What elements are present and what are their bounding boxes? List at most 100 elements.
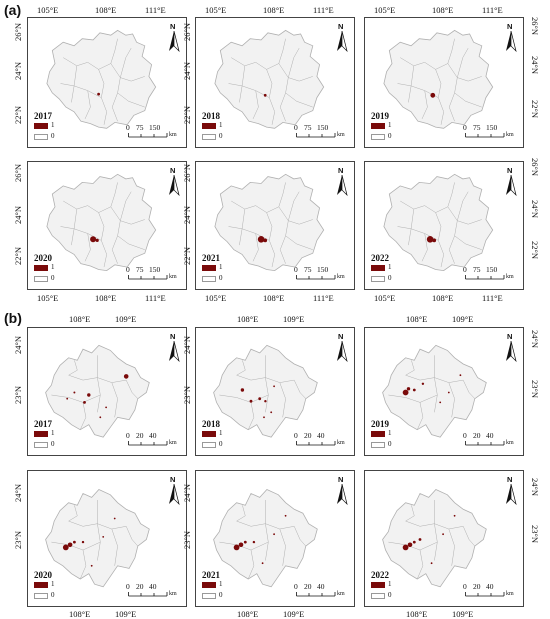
map-canvas bbox=[383, 29, 494, 129]
latitude-label: 22°N bbox=[13, 105, 23, 124]
legend-swatch-1 bbox=[202, 265, 216, 271]
scale-bar bbox=[128, 592, 168, 597]
year-label: 2019 bbox=[371, 111, 389, 121]
class-1-patch bbox=[113, 517, 116, 520]
district-boundary bbox=[448, 528, 455, 566]
district-boundary bbox=[125, 379, 138, 399]
scale-tick-label: 20 bbox=[136, 582, 144, 591]
north-arrow-icon: N bbox=[503, 332, 519, 363]
scale-tick-label: 150 bbox=[317, 123, 329, 132]
longitude-label-bottom: 108°E bbox=[69, 609, 91, 619]
longitude-label-top: 108°E bbox=[69, 314, 91, 324]
district-boundary bbox=[408, 65, 415, 103]
district-boundary bbox=[405, 505, 415, 522]
map-panel-b-2022: N 1 0 2022 0 20 40 km bbox=[364, 470, 524, 607]
year-label: 2019 bbox=[371, 419, 389, 429]
longitude-label-top: 109°E bbox=[115, 314, 137, 324]
legend-label-0: 0 bbox=[219, 274, 223, 282]
map-panel-a-2022: N 1 0 2022 0 75 150 km bbox=[364, 161, 524, 290]
north-arrow-icon: N bbox=[334, 475, 350, 506]
scale-tick-label: 0 bbox=[294, 123, 298, 132]
district-boundary bbox=[228, 83, 270, 98]
latitude-label: 24°N bbox=[182, 205, 192, 224]
class-1-patch bbox=[412, 540, 416, 544]
district-boundary bbox=[457, 47, 469, 78]
district-boundary bbox=[84, 233, 91, 262]
legend-swatch-1 bbox=[34, 431, 48, 437]
class-1-patch bbox=[73, 391, 76, 394]
class-1-patch bbox=[252, 540, 256, 544]
longitude-label-bottom: 108°E bbox=[432, 293, 454, 303]
longitude-label-top: 105°E bbox=[374, 5, 396, 15]
district-boundary bbox=[265, 355, 269, 413]
district-boundary bbox=[236, 360, 246, 376]
year-label: 2017 bbox=[34, 111, 52, 121]
district-boundary bbox=[120, 47, 132, 78]
map-panel-a-2017: N 1 0 2017 0 75 150 km bbox=[27, 17, 187, 148]
district-boundary bbox=[454, 220, 482, 250]
class-1-patch bbox=[249, 399, 253, 403]
latitude-label: 24°N bbox=[530, 330, 540, 349]
legend-label-0: 0 bbox=[388, 440, 392, 448]
class-1-patch bbox=[258, 397, 262, 401]
map-canvas bbox=[46, 29, 157, 129]
district-boundary bbox=[79, 549, 87, 580]
class-1-patch bbox=[243, 540, 247, 544]
scale-tick-label: 0 bbox=[463, 123, 467, 132]
class-1-patch bbox=[105, 406, 107, 409]
district-boundary bbox=[416, 549, 424, 580]
latitude-label: 22°N bbox=[530, 100, 540, 119]
region-outline bbox=[382, 344, 487, 438]
district-boundary bbox=[278, 63, 313, 82]
district-boundary bbox=[247, 549, 255, 580]
class-1-patch bbox=[447, 391, 450, 394]
class-1-patch bbox=[66, 397, 69, 400]
district-boundary bbox=[285, 220, 313, 250]
district-boundary bbox=[111, 92, 118, 122]
class-1-patch bbox=[406, 387, 411, 391]
north-arrow-icon: N bbox=[503, 166, 519, 197]
north-arrow-icon: N bbox=[166, 22, 182, 53]
district-boundary bbox=[278, 206, 313, 225]
longitude-label-bottom: 111°E bbox=[145, 293, 166, 303]
scale-tick-label: 150 bbox=[149, 265, 161, 274]
class-1-patch bbox=[273, 533, 275, 536]
district-boundary bbox=[60, 83, 102, 98]
region-outline bbox=[46, 29, 157, 129]
class-1-patch bbox=[90, 236, 97, 243]
scale-bar bbox=[128, 133, 168, 138]
scale-bar bbox=[296, 592, 336, 597]
north-label: N bbox=[170, 166, 176, 175]
district-boundary bbox=[110, 38, 118, 64]
region-outline bbox=[214, 29, 325, 129]
district-boundary bbox=[448, 382, 455, 418]
north-label: N bbox=[338, 475, 344, 484]
district-boundary bbox=[97, 500, 101, 561]
district-boundary bbox=[447, 38, 455, 64]
district-boundary bbox=[400, 57, 448, 70]
longitude-label-bottom: 109°E bbox=[283, 609, 305, 619]
legend-swatch-1 bbox=[34, 582, 48, 588]
class-1-patch bbox=[270, 411, 273, 414]
district-boundary bbox=[84, 90, 91, 120]
class-1-patch bbox=[402, 389, 409, 396]
latitude-label: 22°N bbox=[13, 246, 23, 265]
region-outline bbox=[213, 489, 318, 588]
class-1-patch bbox=[453, 514, 456, 517]
class-1-patch bbox=[432, 238, 437, 243]
map-canvas bbox=[382, 489, 487, 588]
district-boundary bbox=[239, 209, 246, 246]
district-boundary bbox=[231, 200, 279, 213]
scale-unit: km bbox=[169, 591, 177, 597]
class-1-patch bbox=[97, 92, 100, 96]
district-boundary bbox=[117, 220, 145, 250]
scale-tick-label: 40 bbox=[149, 582, 157, 591]
longitude-label-bottom: 105°E bbox=[374, 293, 396, 303]
legend-swatch-0 bbox=[202, 593, 216, 599]
district-boundary bbox=[239, 65, 246, 103]
legend-swatch-0 bbox=[34, 276, 48, 282]
district-boundary bbox=[279, 92, 286, 122]
district-boundary bbox=[111, 235, 118, 264]
region-outline bbox=[45, 344, 150, 438]
scale-bar bbox=[296, 133, 336, 138]
